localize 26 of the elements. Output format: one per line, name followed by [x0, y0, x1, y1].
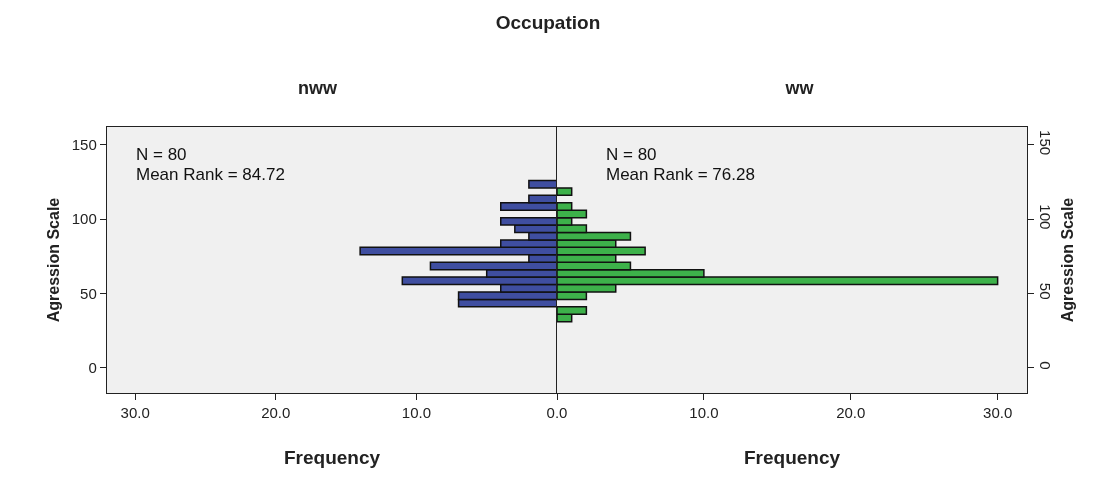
y-tick-label: 150 — [1037, 130, 1055, 156]
y-axis-title: Agression Scale — [1058, 197, 1076, 323]
chart-subtitle: nww — [297, 78, 338, 99]
x-tick-label: 30.0 — [120, 404, 150, 422]
chart-subtitle: ww — [784, 78, 815, 99]
y-tick-label: 50 — [80, 284, 97, 302]
x-tick-label: 30.0 — [983, 404, 1013, 422]
annotation: N = 80 — [606, 145, 657, 164]
x-tick-label: 10.0 — [689, 404, 719, 422]
y-tick-label: 0 — [88, 358, 97, 376]
y-tick-label: 100 — [1037, 204, 1055, 230]
x-axis-title: Frequency — [283, 446, 381, 468]
y-axis-title: Agression Scale — [44, 197, 62, 323]
y-tick-label: 100 — [71, 210, 97, 228]
annotation: Mean Rank = 84.72 — [136, 165, 285, 184]
annotation: N = 80 — [136, 145, 187, 164]
y-tick-label: 0 — [1037, 361, 1055, 370]
x-axis-title: Frequency — [743, 446, 841, 468]
x-tick-label: 20.0 — [261, 404, 291, 422]
y-tick-label: 50 — [1037, 282, 1055, 300]
annotation: Mean Rank = 76.28 — [606, 165, 755, 184]
x-tick-label: 20.0 — [836, 404, 866, 422]
x-tick-label: 0.0 — [546, 404, 568, 422]
x-tick-label: 10.0 — [401, 404, 431, 422]
y-tick-label: 150 — [71, 136, 97, 154]
chart-title: Occupation — [494, 12, 602, 34]
